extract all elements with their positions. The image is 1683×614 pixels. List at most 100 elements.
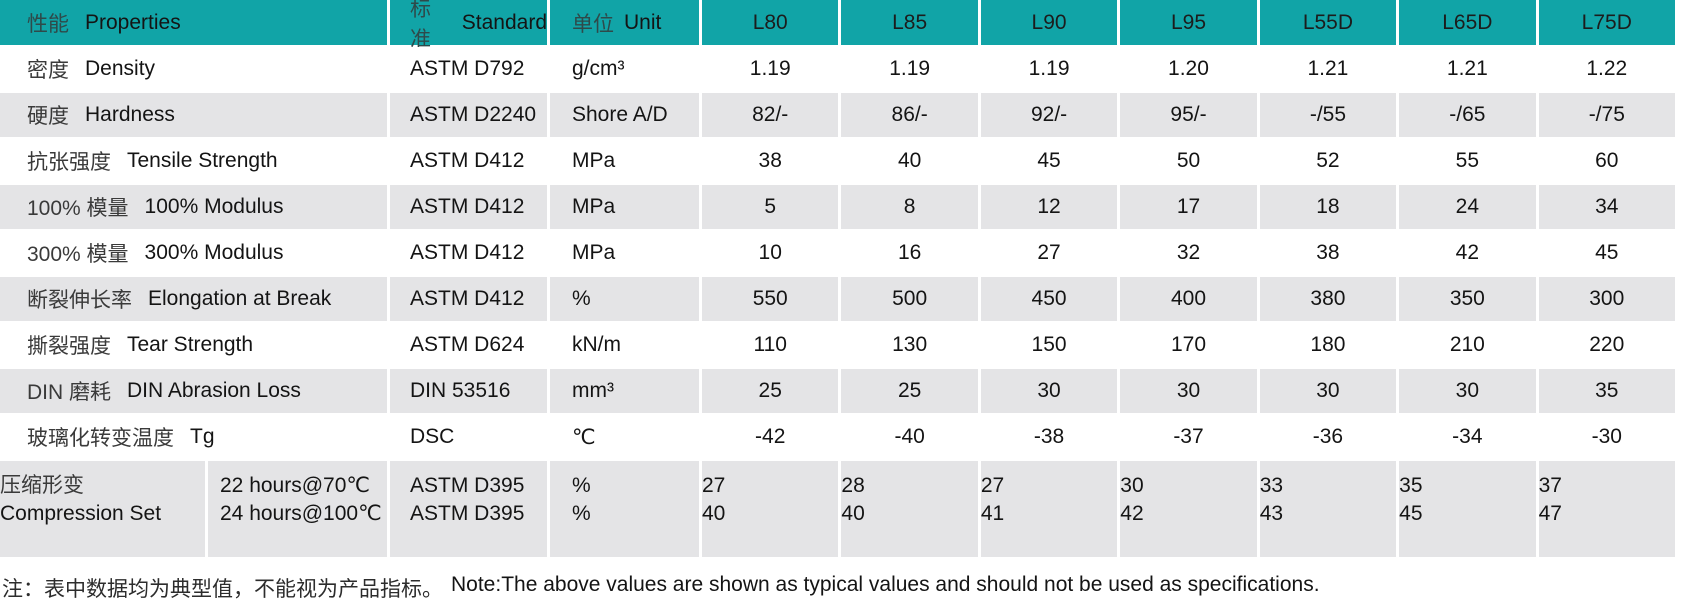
standard-cell: ASTM D412: [390, 185, 547, 229]
value-line: 30: [1120, 474, 1144, 497]
property-label-en: 100% Modulus: [144, 195, 284, 218]
header-standard-zh: 标准: [410, 0, 431, 51]
value-cell: 38: [702, 139, 839, 183]
compression-row: 压缩形变 Compression Set 22 hours@70℃ 24 hou…: [0, 461, 1675, 557]
footnote-en: Note:The above values are shown as typic…: [451, 573, 1320, 596]
property-cell: DIN 磨耗 DIN Abrasion Loss: [0, 369, 387, 413]
property-label-zh: 硬度: [27, 105, 69, 128]
compression-label-en: Compression Set: [0, 502, 162, 525]
value-line: 45: [1399, 502, 1423, 525]
value-cell: 45: [1538, 231, 1675, 275]
header-cell-grade: L85: [841, 0, 978, 45]
standard-cell: ASTM D2240: [390, 93, 547, 137]
unit-cell: MPa: [550, 185, 699, 229]
unit-cell: MPa: [550, 231, 699, 275]
unit-cell: mm³: [550, 369, 699, 413]
value-cell: 52: [1259, 139, 1397, 183]
compression-value-cell: 37 47: [1538, 461, 1675, 557]
compression-unit-cell: % %: [550, 461, 699, 557]
compression-value-cell: 35 45: [1399, 461, 1536, 557]
property-label-en: Tensile Strength: [127, 149, 278, 172]
standard-cell: DSC: [390, 415, 547, 459]
header-standard-en: Standard: [461, 10, 547, 34]
value-cell: 18: [1259, 185, 1397, 229]
compression-value-cell: 27 40: [702, 461, 839, 557]
property-label-zh: 抗张强度: [27, 151, 111, 174]
compression-value-cell: 30 42: [1120, 461, 1257, 557]
property-cell: 撕裂强度 Tear Strength: [0, 323, 387, 367]
property-label-zh: 300% 模量: [27, 243, 129, 266]
value-cell: 60: [1538, 139, 1675, 183]
value-cell: 50: [1120, 139, 1257, 183]
table-row: 100% 模量 100% Modulus ASTM D412 MPa 5 8 12 17 18 2…: [0, 185, 1675, 229]
property-cell: 300% 模量 300% Modulus: [0, 231, 387, 275]
standard-value: ASTM D395: [410, 502, 525, 525]
value-cell: 300: [1538, 277, 1675, 321]
value-line: 27: [980, 474, 1005, 497]
table-row: 玻璃化转变温度 Tg DSC ℃ -42 -40 -38 -37 -36 -34 -30: [0, 415, 1675, 459]
value-cell: 8: [841, 185, 978, 229]
value-cell: 1.21: [1399, 47, 1536, 91]
header-row: 性能 Properties 标准 Standard 单位 Unit L80 L85…: [0, 0, 1675, 51]
value-cell: -/65: [1399, 93, 1536, 137]
value-cell: 10: [702, 231, 839, 275]
property-cell: 密度 Density: [0, 47, 387, 91]
compression-conditions-cell: 22 hours@70℃ 24 hours@100℃: [208, 461, 387, 557]
value-cell: 27: [980, 231, 1118, 275]
properties-table: 性能 Properties 标准 Standard 单位 Unit L80 L85…: [0, 0, 1675, 557]
value-cell: 17: [1120, 185, 1257, 229]
unit-value: %: [572, 474, 591, 497]
value-cell: 40: [841, 139, 978, 183]
value-cell: 30: [980, 369, 1118, 413]
property-cell: 抗张强度 Tensile Strength: [0, 139, 387, 183]
header-properties-en: Properties: [85, 10, 181, 34]
value-cell: 25: [841, 369, 978, 413]
property-cell-compression: 压缩形变 Compression Set: [0, 461, 205, 557]
unit-cell: %: [550, 277, 699, 321]
header-unit-zh: 单位: [572, 12, 614, 36]
standard-cell: ASTM D624: [390, 323, 547, 367]
compression-value-cell: 28 40: [841, 461, 978, 557]
value-cell: -/55: [1259, 93, 1397, 137]
value-cell: 1.19: [980, 47, 1118, 91]
property-label-zh: 100% 模量: [27, 197, 129, 220]
value-line: 41: [980, 502, 1005, 525]
unit-cell: ℃: [550, 415, 699, 459]
value-line: 43: [1259, 502, 1284, 525]
value-line: 35: [1399, 474, 1423, 497]
value-cell: 86/-: [841, 93, 978, 137]
footnote-zh: 注：表中数据均为典型值，不能视为产品指标。: [2, 578, 443, 601]
property-label-en: DIN Abrasion Loss: [127, 379, 301, 402]
table-body: 密度 Density ASTM D792 g/cm³ 1.19 1.19 1.19 1.20 1…: [0, 47, 1675, 459]
table-row: 抗张强度 Tensile Strength ASTM D412 MPa 38 40 45 50…: [0, 139, 1675, 183]
value-cell: 210: [1399, 323, 1536, 367]
value-cell: 350: [1399, 277, 1536, 321]
value-cell: -34: [1399, 415, 1536, 459]
value-line: 42: [1120, 502, 1144, 525]
header-unit-en: Unit: [624, 10, 662, 34]
value-line: 33: [1259, 474, 1284, 497]
value-line: 40: [841, 502, 865, 525]
standard-cell: ASTM D792: [390, 47, 547, 91]
header-cell-grade: L65D: [1399, 0, 1536, 45]
compression-condition: 24 hours@100℃: [220, 502, 382, 525]
value-cell: 25: [702, 369, 839, 413]
value-cell: 55: [1399, 139, 1536, 183]
value-cell: -37: [1120, 415, 1257, 459]
compression-label-zh: 压缩形变: [0, 474, 84, 497]
table-row: 断裂伸长率 Elongation at Break ASTM D412% 550 500…: [0, 277, 1675, 321]
value-cell: 170: [1120, 323, 1257, 367]
value-cell: 1.21: [1259, 47, 1397, 91]
value-cell: 5: [702, 185, 839, 229]
property-cell: 100% 模量 100% Modulus: [0, 185, 387, 229]
header-cell-properties: 性能 Properties: [0, 0, 387, 45]
value-cell: 45: [980, 139, 1118, 183]
value-line: 28: [841, 474, 865, 497]
value-cell: 24: [1399, 185, 1536, 229]
header-cell-grade: L90: [980, 0, 1118, 45]
property-label-en: Hardness: [85, 103, 175, 126]
value-cell: 1.20: [1120, 47, 1257, 91]
table-row: 撕裂强度 Tear Strength ASTM D624 kN/m 110 130 150 1…: [0, 323, 1675, 367]
value-cell: 42: [1399, 231, 1536, 275]
